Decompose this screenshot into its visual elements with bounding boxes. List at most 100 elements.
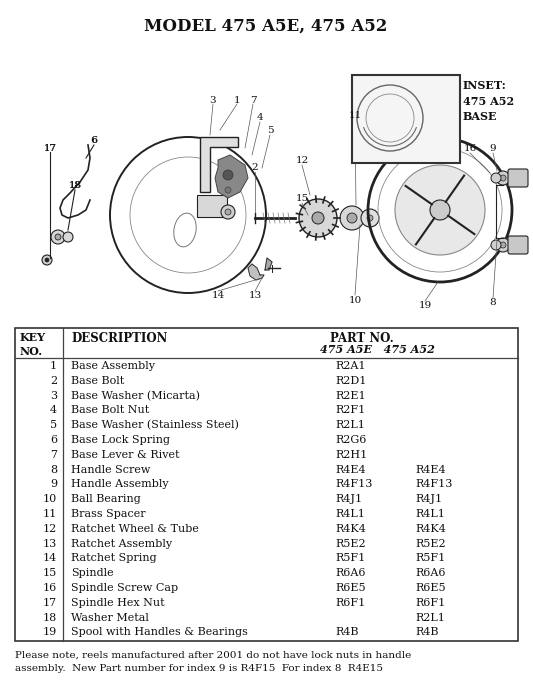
Text: Spool with Handles & Bearings: Spool with Handles & Bearings xyxy=(71,627,248,637)
Circle shape xyxy=(312,212,324,224)
Text: R5E2: R5E2 xyxy=(415,538,446,549)
Text: 1: 1 xyxy=(233,95,240,104)
Text: Handle Assembly: Handle Assembly xyxy=(71,480,168,489)
Text: 9: 9 xyxy=(490,144,496,153)
Polygon shape xyxy=(248,264,264,280)
Text: MODEL 475 A5E, 475 A52: MODEL 475 A5E, 475 A52 xyxy=(144,18,387,35)
Text: 5: 5 xyxy=(50,420,57,430)
Text: 15: 15 xyxy=(295,193,309,202)
Text: 19: 19 xyxy=(43,627,57,637)
Text: 11: 11 xyxy=(43,509,57,519)
Text: 10: 10 xyxy=(43,494,57,504)
Text: 7: 7 xyxy=(249,95,256,104)
Text: Ratchet Spring: Ratchet Spring xyxy=(71,553,157,563)
Circle shape xyxy=(51,230,65,244)
Text: R4L1: R4L1 xyxy=(335,509,365,519)
Text: 475 A5E   475 A52: 475 A5E 475 A52 xyxy=(320,344,435,355)
Text: 2: 2 xyxy=(252,162,259,171)
Text: 12: 12 xyxy=(295,155,309,164)
FancyBboxPatch shape xyxy=(508,169,528,187)
Text: 9: 9 xyxy=(50,480,57,489)
Text: Spindle Hex Nut: Spindle Hex Nut xyxy=(71,598,165,608)
Text: 13: 13 xyxy=(43,538,57,549)
Text: 17: 17 xyxy=(43,144,56,153)
Text: Please note, reels manufactured after 2001 do not have lock nuts in handle: Please note, reels manufactured after 20… xyxy=(15,651,411,660)
Text: R6F1: R6F1 xyxy=(415,598,445,608)
Text: R2D1: R2D1 xyxy=(335,376,366,386)
Text: 14: 14 xyxy=(43,553,57,563)
Text: Base Assembly: Base Assembly xyxy=(71,361,155,371)
Circle shape xyxy=(430,200,450,220)
Text: Ratchet Wheel & Tube: Ratchet Wheel & Tube xyxy=(71,524,199,534)
Text: Washer Metal: Washer Metal xyxy=(71,613,149,623)
Text: 14: 14 xyxy=(212,290,224,299)
Text: R6E5: R6E5 xyxy=(335,583,366,593)
Text: R4F13: R4F13 xyxy=(335,480,373,489)
Text: DESCRIPTION: DESCRIPTION xyxy=(71,332,167,345)
Circle shape xyxy=(225,209,231,215)
Text: 5: 5 xyxy=(266,126,273,135)
Text: 8: 8 xyxy=(490,298,496,307)
Circle shape xyxy=(63,232,73,242)
Text: Ratchet Assembly: Ratchet Assembly xyxy=(71,538,172,549)
FancyBboxPatch shape xyxy=(197,195,227,217)
Circle shape xyxy=(491,173,501,183)
Text: R4B: R4B xyxy=(415,627,439,637)
Circle shape xyxy=(340,206,364,230)
Text: R2G6: R2G6 xyxy=(335,435,366,445)
Text: 3: 3 xyxy=(50,390,57,401)
Text: 18: 18 xyxy=(69,180,81,189)
Polygon shape xyxy=(265,258,272,270)
Text: R2L1: R2L1 xyxy=(415,613,445,623)
Text: 7: 7 xyxy=(50,450,57,460)
Text: 17: 17 xyxy=(43,598,57,608)
Text: 8: 8 xyxy=(50,464,57,475)
Text: Base Lock Spring: Base Lock Spring xyxy=(71,435,170,445)
Text: 2: 2 xyxy=(50,376,57,386)
Circle shape xyxy=(496,238,510,252)
Text: Base Bolt Nut: Base Bolt Nut xyxy=(71,406,149,415)
Circle shape xyxy=(223,170,233,180)
Text: 16: 16 xyxy=(463,144,477,153)
Polygon shape xyxy=(200,137,238,192)
Text: 1: 1 xyxy=(50,361,57,371)
Text: Brass Spacer: Brass Spacer xyxy=(71,509,146,519)
Text: 6: 6 xyxy=(91,135,97,144)
Text: R6A6: R6A6 xyxy=(415,568,446,578)
Text: 18: 18 xyxy=(68,180,82,189)
Text: R6E5: R6E5 xyxy=(415,583,446,593)
Circle shape xyxy=(42,255,52,265)
Text: Ball Bearing: Ball Bearing xyxy=(71,494,141,504)
Circle shape xyxy=(55,234,61,240)
Text: 6: 6 xyxy=(91,135,98,144)
Circle shape xyxy=(367,215,373,221)
Bar xyxy=(352,75,460,163)
Text: 19: 19 xyxy=(418,301,432,310)
Text: 13: 13 xyxy=(248,290,262,299)
Text: R6A6: R6A6 xyxy=(335,568,366,578)
Bar xyxy=(15,328,518,641)
Circle shape xyxy=(491,240,501,250)
Circle shape xyxy=(45,258,49,262)
Text: INSET:
475 A52
BASE: INSET: 475 A52 BASE xyxy=(463,80,514,122)
Text: R6F1: R6F1 xyxy=(335,598,365,608)
Text: 12: 12 xyxy=(43,524,57,534)
Text: R4E4: R4E4 xyxy=(415,464,446,475)
Text: Spindle: Spindle xyxy=(71,568,114,578)
Text: 4: 4 xyxy=(257,113,263,122)
Circle shape xyxy=(347,213,357,223)
Text: 17: 17 xyxy=(44,144,56,153)
Text: R4K4: R4K4 xyxy=(335,524,366,534)
Text: 11: 11 xyxy=(349,111,361,120)
Text: R5E2: R5E2 xyxy=(335,538,366,549)
Text: R2A1: R2A1 xyxy=(335,361,366,371)
Text: 4: 4 xyxy=(50,406,57,415)
Circle shape xyxy=(395,165,485,255)
Text: R2H1: R2H1 xyxy=(335,450,367,460)
Text: assembly.  New Part number for index 9 is R4F15  For index 8  R4E15: assembly. New Part number for index 9 is… xyxy=(15,664,383,673)
Text: Handle Screw: Handle Screw xyxy=(71,464,150,475)
Circle shape xyxy=(299,199,337,237)
Text: R5F1: R5F1 xyxy=(335,553,365,563)
Text: R4K4: R4K4 xyxy=(415,524,446,534)
Text: R5F1: R5F1 xyxy=(415,553,445,563)
